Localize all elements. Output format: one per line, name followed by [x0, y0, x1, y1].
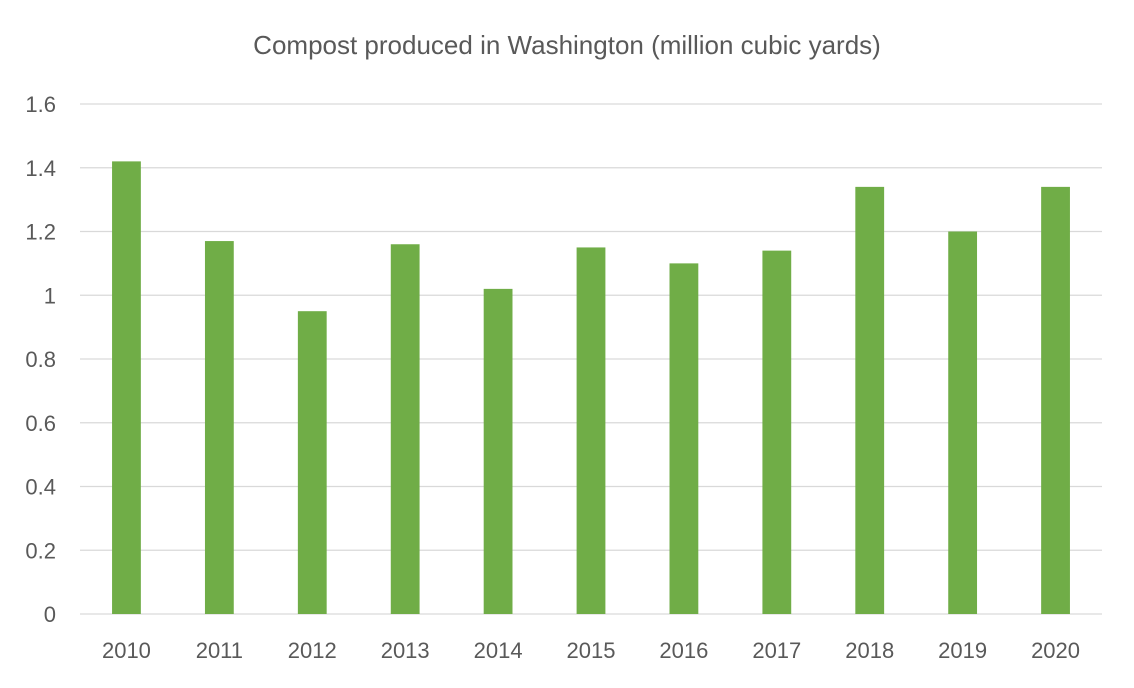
- y-tick-label: 0.8: [25, 347, 56, 372]
- y-tick-label: 0: [44, 602, 56, 627]
- y-axis-tick-labels: 0 0.2 0.4 0.6 0.8 1 1.2 1.4 1.6: [25, 92, 56, 627]
- x-tick-label: 2015: [567, 638, 616, 663]
- x-tick-label: 2012: [288, 638, 337, 663]
- chart-title: Compost produced in Washington (million …: [253, 30, 881, 60]
- bar-2020: [1041, 186, 1070, 614]
- bar-2017: [762, 250, 792, 614]
- y-tick-label: 1: [44, 283, 56, 308]
- bar-2019: [948, 231, 978, 614]
- y-tick-label: 0.2: [25, 538, 56, 563]
- x-axis-tick-labels: 2010 2011 2012 2013 2014 2015 2016 2017 2018 2019…: [102, 638, 1080, 663]
- bar-2015: [576, 247, 606, 614]
- y-tick-label: 1.6: [25, 92, 56, 117]
- y-tick-label: 0.4: [25, 475, 56, 500]
- bar-2013: [390, 244, 420, 614]
- bar-2018: [855, 186, 885, 614]
- x-tick-label: 2010: [102, 638, 151, 663]
- x-tick-label: 2013: [381, 638, 430, 663]
- bar-2016: [669, 263, 699, 614]
- bar-2011: [204, 241, 234, 614]
- x-tick-label: 2017: [752, 638, 801, 663]
- bar-2014: [483, 288, 513, 614]
- bar-2010: [112, 161, 141, 614]
- y-tick-label: 1.2: [25, 220, 56, 245]
- y-tick-label: 0.6: [25, 411, 56, 436]
- bars: [112, 161, 1070, 614]
- x-tick-label: 2014: [474, 638, 523, 663]
- x-tick-label: 2016: [659, 638, 708, 663]
- x-tick-label: 2020: [1031, 638, 1080, 663]
- x-tick-label: 2011: [196, 638, 243, 663]
- y-tick-label: 1.4: [25, 156, 56, 181]
- bar-2012: [297, 311, 327, 614]
- x-tick-label: 2019: [938, 638, 987, 663]
- x-tick-label: 2018: [845, 638, 894, 663]
